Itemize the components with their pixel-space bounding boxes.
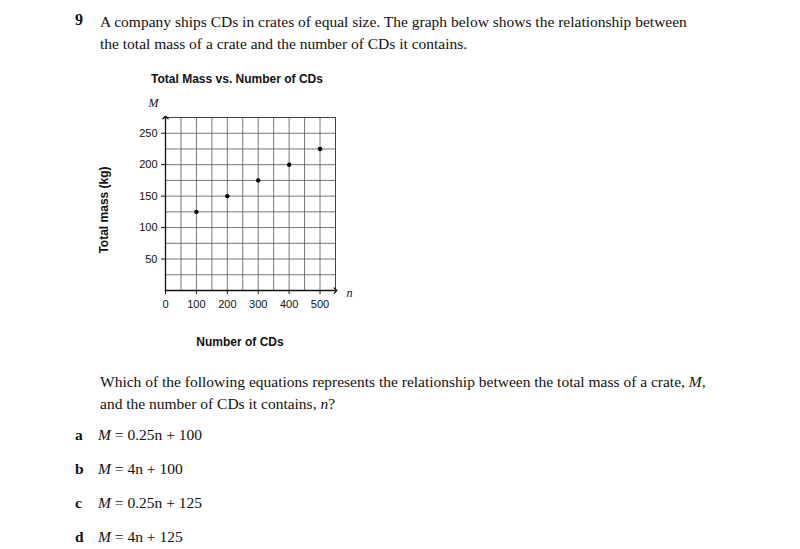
html-text:d: d [75, 528, 84, 545]
svg-text:100: 100 [187, 298, 205, 310]
html-text:Total mass (kg): Total mass (kg) [97, 166, 111, 254]
svg-text:M: M [148, 96, 160, 110]
svg-text:300: 300 [249, 298, 267, 310]
html-text:a: a [75, 426, 83, 443]
html-text:Number of CDs: Number of CDs [196, 335, 284, 349]
html-text:M = 0.25n + 100: M = 0.25n + 100 [98, 426, 202, 443]
html-text:the total mass of a crate and: the total mass of a crate and the number… [100, 35, 468, 52]
html-text:c: c [75, 494, 82, 511]
html-text:M = 4n + 125: M = 4n + 125 [98, 528, 183, 545]
svg-text:500: 500 [311, 298, 329, 310]
html-text:M = 0.25n + 125: M = 0.25n + 125 [98, 494, 202, 511]
html-text:A company ships CDs in crates: A company ships CDs in crates of equal s… [100, 13, 687, 30]
html-text:M = 4n + 100: M = 4n + 100 [98, 460, 183, 477]
svg-text:100: 100 [139, 221, 157, 233]
html-text:Total Mass vs. Number of CDs: Total Mass vs. Number of CDs [151, 72, 323, 86]
svg-text:150: 150 [139, 190, 157, 202]
svg-text:n: n [347, 286, 353, 300]
html-text:and the number of CDs it conta: and the number of CDs it contains, n? [100, 395, 335, 412]
html-text:b: b [75, 460, 84, 477]
svg-text:200: 200 [139, 158, 157, 170]
svg-text:400: 400 [280, 298, 298, 310]
html-text:Which of the following equatio: Which of the following equations represe… [100, 373, 706, 390]
svg-text:200: 200 [218, 298, 236, 310]
svg-text:50: 50 [145, 253, 157, 265]
html-text:9: 9 [75, 11, 83, 28]
svg-text:250: 250 [139, 127, 157, 139]
svg-text:0: 0 [162, 298, 168, 310]
